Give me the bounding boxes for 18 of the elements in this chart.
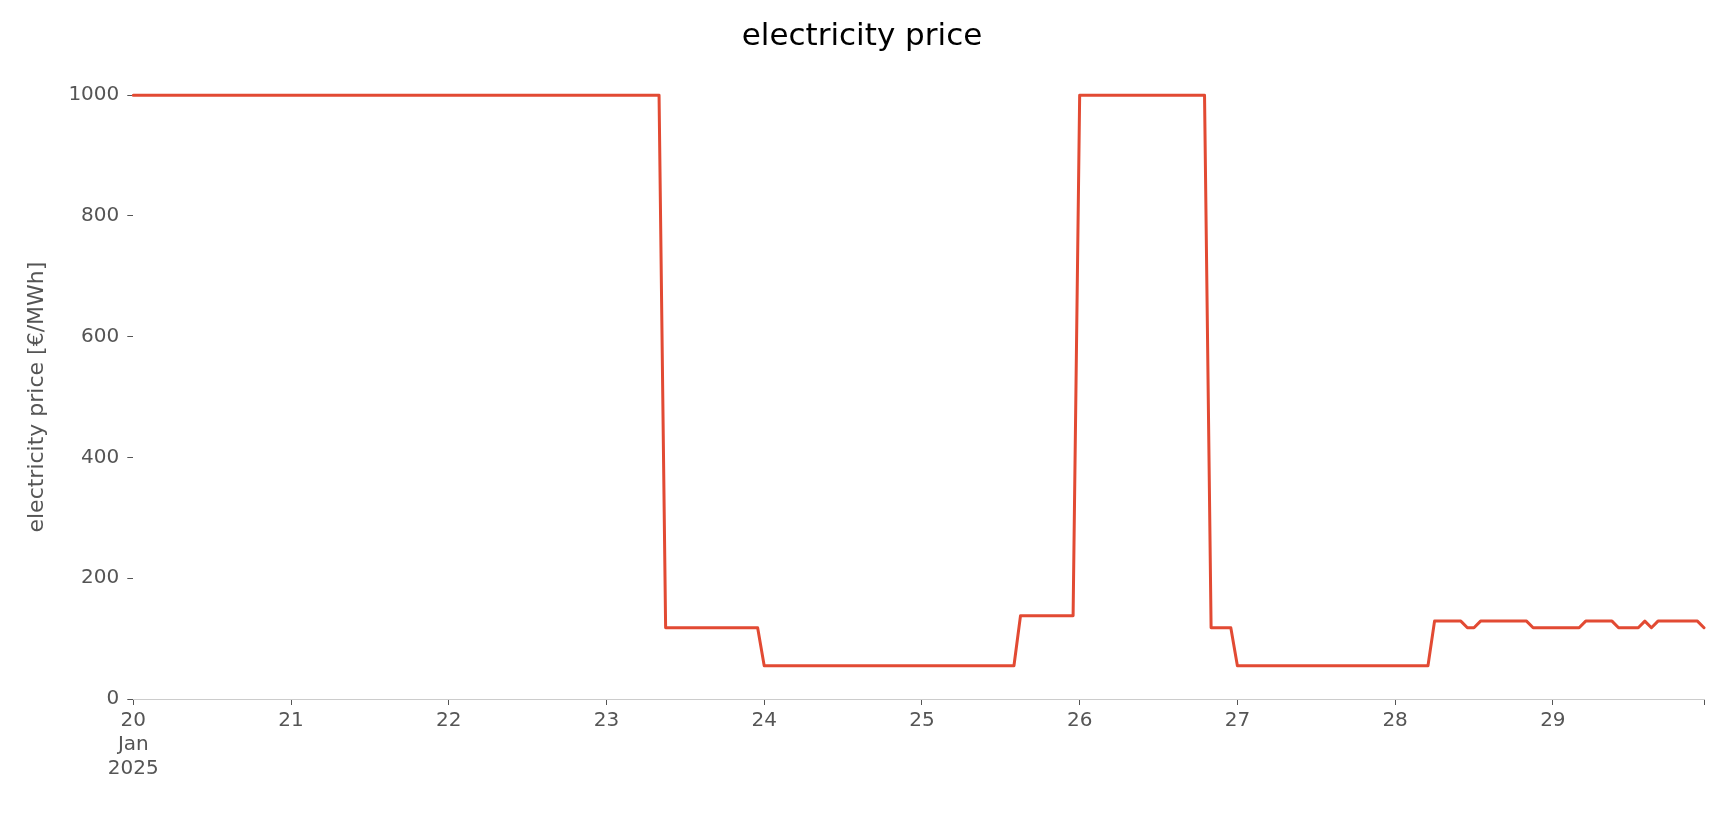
- y-tick-label: 1000: [68, 81, 120, 106]
- y-tick-label: 400: [81, 443, 120, 468]
- x-tick-label: 22: [436, 707, 462, 732]
- x-tick-label: 23: [593, 707, 620, 732]
- x-tick-label: 28: [1382, 707, 1408, 732]
- x-tick-label: 27: [1224, 707, 1251, 732]
- y-axis-title: electricity price [€/MWh]: [22, 261, 48, 533]
- x-tick-label: 20 Jan 2025: [107, 707, 159, 780]
- y-tick-label: 0: [106, 685, 120, 710]
- y-tick-label: 200: [81, 564, 120, 589]
- x-tick-label: 25: [909, 707, 935, 732]
- x-tick-label: 21: [278, 707, 304, 732]
- x-tick-label: 26: [1066, 707, 1093, 732]
- chart-title: electricity price: [741, 15, 983, 52]
- y-tick-label: 800: [81, 202, 120, 227]
- x-tick-label: 29: [1540, 707, 1566, 732]
- y-tick-label: 600: [81, 322, 120, 347]
- x-tick-label: 24: [751, 707, 777, 732]
